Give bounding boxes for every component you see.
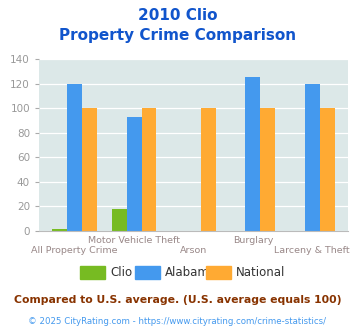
Bar <box>67 84 82 231</box>
Text: Larceny & Theft: Larceny & Theft <box>274 246 350 255</box>
Text: Arson: Arson <box>180 246 207 255</box>
Text: Clio: Clio <box>110 266 132 279</box>
Bar <box>53 229 67 231</box>
Bar <box>260 109 275 231</box>
Text: Motor Vehicle Theft: Motor Vehicle Theft <box>88 236 180 245</box>
Text: Property Crime Comparison: Property Crime Comparison <box>59 28 296 43</box>
Text: National: National <box>236 266 285 279</box>
Bar <box>112 209 127 231</box>
Text: Alabama: Alabama <box>165 266 217 279</box>
Bar <box>142 109 156 231</box>
Bar <box>201 109 216 231</box>
Bar <box>245 77 260 231</box>
Text: Burglary: Burglary <box>233 236 273 245</box>
Text: All Property Crime: All Property Crime <box>32 246 118 255</box>
Bar <box>82 109 97 231</box>
Text: Compared to U.S. average. (U.S. average equals 100): Compared to U.S. average. (U.S. average … <box>14 295 341 305</box>
Bar <box>127 117 142 231</box>
Text: 2010 Clio: 2010 Clio <box>138 8 217 23</box>
Bar <box>320 109 334 231</box>
Bar <box>305 84 320 231</box>
Text: © 2025 CityRating.com - https://www.cityrating.com/crime-statistics/: © 2025 CityRating.com - https://www.city… <box>28 317 327 326</box>
